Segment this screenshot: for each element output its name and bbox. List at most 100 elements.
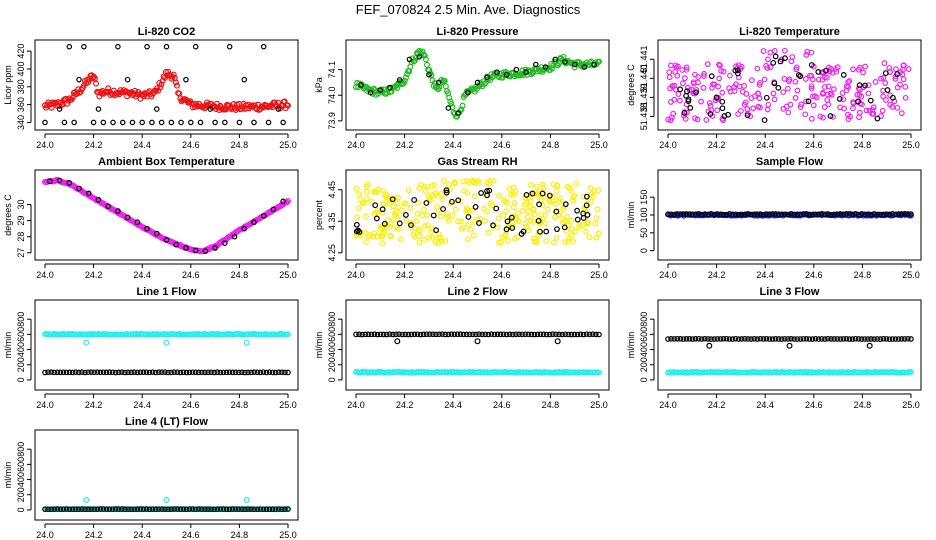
data-point-temp-magenta: [808, 85, 815, 92]
data-point-line3-black: [812, 336, 819, 342]
data-point-sample-black: [705, 211, 711, 218]
data-point-temp-magenta: [821, 84, 828, 90]
x-tick-label: 24.2: [85, 140, 103, 150]
data-point-co2-points: [119, 119, 126, 126]
data-point-box-points: [280, 198, 286, 205]
data-point-temp-magenta: [682, 75, 688, 82]
data-point-temp-magenta: [668, 62, 674, 69]
data-point-line4-black: [202, 506, 208, 512]
data-point-line3-black: [862, 336, 868, 342]
data-point-co2-points: [241, 76, 248, 83]
data-point-temp-black: [771, 80, 778, 87]
data-point-line4-black: [232, 506, 239, 512]
data-point-line3-black: [714, 336, 721, 342]
data-point-line1-black: [112, 369, 119, 376]
data-point-line2-black: [503, 331, 510, 338]
data-point-line4-black: [195, 506, 202, 512]
plot-area: [665, 210, 914, 219]
x-tick-label: 25.0: [902, 140, 920, 150]
x-tick-label: 25.0: [279, 140, 297, 150]
data-point-sample-black: [809, 211, 816, 218]
data-point-line2-black: [528, 331, 535, 338]
data-point-line1-black: [128, 369, 134, 376]
data-point-temp-magenta: [675, 91, 682, 97]
data-point-line4-black: [214, 506, 221, 512]
data-point-rh-yellow: [460, 178, 467, 185]
data-point-temp-magenta: [815, 76, 822, 83]
data-point-line1-black: [72, 369, 79, 375]
data-point-line1-black: [116, 369, 122, 376]
data-point-temp-magenta: [900, 62, 907, 69]
data-point-temp-magenta: [878, 75, 884, 82]
data-point-sample-black: [760, 211, 767, 218]
data-point-rh-yellow: [455, 218, 461, 225]
data-point-pressure-fill: [442, 83, 449, 90]
data-point-rh-yellow: [420, 206, 427, 213]
data-point-line4-black: [103, 506, 110, 512]
data-point-rh-black: [381, 220, 388, 227]
data-point-pressure-fill: [416, 47, 423, 54]
data-point-sample-black: [689, 211, 696, 218]
data-point-line1-black: [119, 369, 125, 375]
data-point-line4-black: [220, 506, 227, 512]
data-point-line2-black: [436, 331, 442, 338]
data-point-temp-magenta: [735, 111, 741, 117]
data-point-line1-black: [208, 369, 214, 376]
data-point-line1-black: [97, 369, 104, 376]
data-point-temp-magenta: [841, 105, 848, 112]
data-point-line1-black: [109, 369, 116, 376]
data-point-line2-black: [540, 331, 547, 338]
data-point-rh-yellow: [363, 239, 369, 245]
data-point-rh-yellow: [567, 187, 574, 194]
data-point-line2-black: [390, 331, 396, 338]
data-point-box-points: [124, 214, 131, 221]
data-point-rh-yellow: [399, 207, 405, 214]
plot-frame: [345, 299, 610, 391]
data-point-sample-black: [726, 210, 733, 217]
y-axis-label: kPa: [314, 77, 324, 93]
data-point-line3-black: [809, 336, 816, 342]
data-point-rh-yellow: [386, 200, 393, 207]
y-tick-label: 100: [639, 207, 649, 222]
data-point-co2-points: [153, 106, 160, 112]
data-point-pressure-points: [435, 79, 442, 86]
data-point-rh-yellow: [362, 230, 369, 236]
data-point-rh-yellow: [424, 212, 431, 218]
data-point-sample-black: [742, 211, 748, 218]
data-point-temp-magenta: [767, 64, 774, 71]
plot-area: [41, 177, 292, 255]
plot-area: [42, 331, 291, 376]
data-point-line3-black: [902, 336, 908, 342]
data-point-temp-black: [894, 71, 901, 77]
data-point-line2-black: [430, 331, 436, 338]
data-point-line2-black: [402, 331, 409, 338]
data-point-rh-yellow: [417, 227, 423, 234]
data-point-temp-magenta: [771, 48, 778, 54]
data-point-line4-black: [76, 506, 82, 513]
data-point-line2-black: [516, 331, 522, 338]
data-point-temp-magenta: [716, 61, 722, 68]
data-point-pressure-fill: [481, 80, 488, 87]
data-point-line1-black: [82, 369, 88, 376]
data-point-line1-black: [245, 369, 251, 376]
data-point-temp-magenta: [672, 68, 679, 75]
data-point-rh-black: [553, 208, 560, 215]
data-point-line4-black: [266, 506, 273, 513]
data-point-temp-magenta: [676, 97, 683, 104]
data-point-temp-black: [795, 72, 802, 78]
data-point-line1-black: [269, 369, 276, 376]
data-point-rh-yellow: [593, 234, 600, 241]
data-point-sample-black: [757, 211, 764, 217]
data-point-temp-magenta: [743, 91, 750, 97]
data-point-sample-black: [702, 211, 708, 217]
data-point-line3-black: [791, 336, 797, 342]
data-point-rh-yellow: [432, 239, 439, 245]
data-point-line3-black: [769, 336, 776, 342]
data-point-line4-black: [285, 506, 291, 512]
data-point-co2-points: [188, 119, 194, 126]
data-point-co2-points: [178, 119, 184, 126]
data-point-temp-magenta: [894, 84, 901, 91]
data-point-line3-black: [898, 336, 905, 342]
data-point-line4-black: [156, 506, 162, 512]
data-point-line2-black: [488, 331, 495, 337]
